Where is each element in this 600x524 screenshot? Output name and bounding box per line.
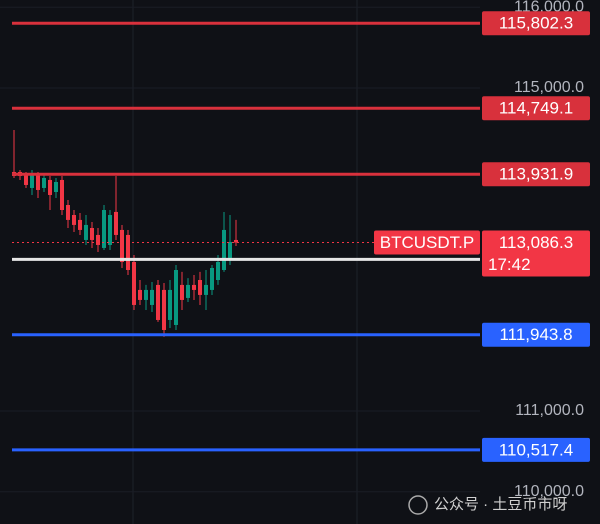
candle-body: [60, 179, 64, 211]
candle-body: [84, 224, 88, 240]
level-tag: [482, 162, 590, 187]
candle-body: [144, 289, 148, 300]
y-tick-label: 115,000.0: [514, 79, 584, 96]
watermark-icon: [408, 495, 428, 515]
candle-body: [24, 173, 28, 185]
candle-body: [222, 229, 226, 270]
level-label: 114,749.1: [499, 99, 573, 118]
candle-body: [216, 262, 220, 281]
candle-body: [198, 280, 202, 295]
level-label: 113,931.9: [499, 165, 573, 184]
candle-body: [96, 234, 100, 245]
candle-body: [102, 210, 106, 248]
candle-body: [150, 289, 154, 305]
candle-body: [54, 181, 58, 192]
candle-body: [126, 234, 130, 270]
candle-body: [36, 174, 40, 190]
watermark: 公众号 · 土豆币市呀: [408, 495, 567, 515]
candle-body: [120, 229, 124, 262]
candle-body: [204, 284, 208, 295]
level-label: 115,802.3: [499, 14, 573, 33]
level-tag: [482, 322, 590, 347]
candle-body: [186, 284, 190, 298]
level-tag: [482, 11, 590, 36]
candle-body: [66, 204, 70, 220]
candle-body: [180, 284, 184, 300]
candle-body: [48, 179, 52, 195]
symbol-label: BTCUSDT.P: [380, 233, 474, 252]
level-label: 111,943.8: [499, 325, 572, 344]
y-tick-label: 111,000.0: [515, 402, 584, 419]
candle-body: [168, 289, 172, 320]
candle-body: [114, 211, 118, 235]
level-tag: [482, 96, 590, 121]
y-tick-label: 110,000.0: [514, 483, 584, 500]
candle-body: [78, 219, 82, 230]
candle-body: [162, 289, 166, 330]
candle-body: [234, 239, 238, 243]
last-price-tag: [482, 230, 590, 277]
candle-body: [90, 228, 94, 240]
countdown-label: 17:42: [488, 255, 531, 274]
symbol-tag: [374, 230, 480, 255]
last-price-label: 113,086.3: [499, 233, 573, 252]
watermark-text: 公众号 · 土豆币市呀: [434, 496, 567, 513]
candle-body: [138, 289, 142, 300]
candle-body: [132, 262, 136, 305]
candle-body: [108, 215, 112, 245]
candle-body: [30, 173, 34, 188]
candle-body: [210, 267, 214, 290]
candle-body: [42, 177, 46, 188]
candle-body: [192, 284, 196, 290]
level-tag: [482, 437, 590, 462]
candle-body: [156, 284, 160, 320]
candle-body: [72, 215, 76, 225]
level-label: 110,517.4: [499, 440, 573, 459]
candle-body: [228, 241, 232, 258]
candle-body: [174, 269, 178, 325]
